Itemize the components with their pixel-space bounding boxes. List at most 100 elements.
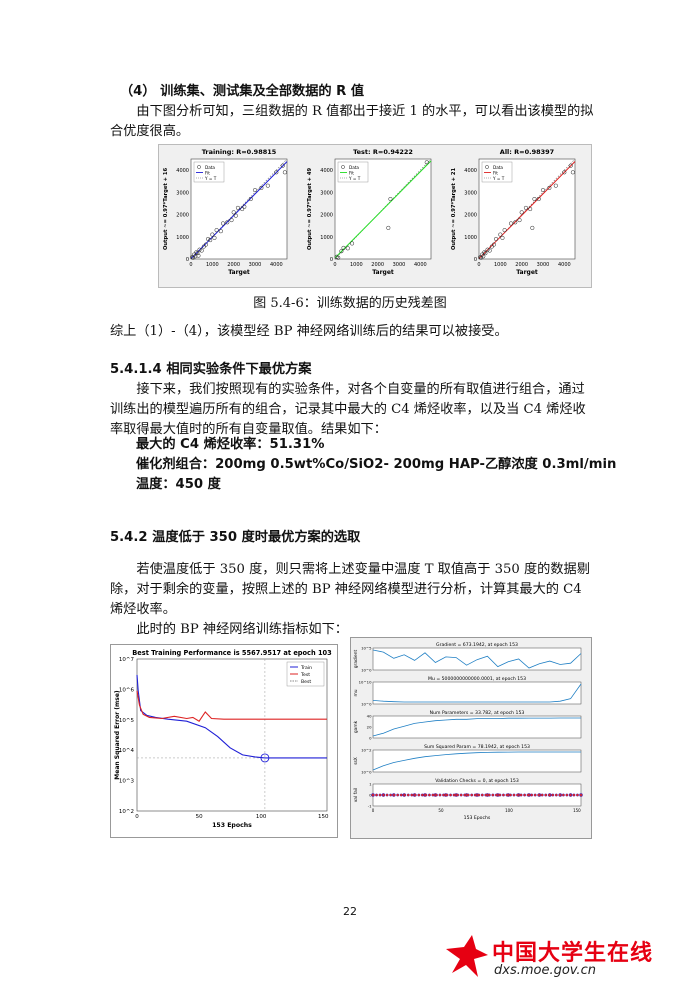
data-point <box>485 247 490 252</box>
data-point <box>424 793 428 797</box>
y-tick-label: 10^5 <box>361 646 372 651</box>
y-tick-label: 10^0 <box>361 770 372 775</box>
regression-panel-3: All: R=0.98397 0 1000 2000 3000 4000 0 1000 2000… <box>451 148 576 276</box>
data-point <box>544 793 548 797</box>
data-point <box>431 793 435 797</box>
data-point <box>203 242 208 247</box>
star-logo-icon <box>446 935 488 977</box>
data-point <box>403 793 407 797</box>
plot-area <box>372 681 582 705</box>
legend-label: Train <box>300 665 312 671</box>
data-point <box>561 793 565 797</box>
data-point <box>512 793 516 797</box>
data-point <box>427 793 431 797</box>
legend-data-marker <box>485 165 489 169</box>
data-point <box>265 183 270 188</box>
data-point <box>526 793 530 797</box>
section-heading-4: （4） 训练集、测试集及全部数据的 R 值 <box>120 84 365 99</box>
regression-plots-svg: Training: R=0.98815 0 1000 2000 3000 4000 0 100… <box>163 148 576 276</box>
plot-area <box>372 715 582 739</box>
data-point <box>536 196 541 202</box>
legend-label: Data <box>205 165 215 170</box>
x-tick-label: 3000 <box>393 262 406 268</box>
data-point <box>482 250 487 255</box>
data-point <box>274 170 279 175</box>
data-point <box>565 793 569 797</box>
y-tick-label: 10^2 <box>119 809 134 815</box>
section542-paragraph: 若使温度低于 350 度，则只需将上述变量中温度 T 取值高于 350 度的数据… <box>110 562 590 617</box>
y-tick-label: 0 <box>369 793 372 798</box>
legend-label: Fit <box>493 170 498 175</box>
data-point <box>509 793 512 797</box>
series-line <box>372 649 582 669</box>
watermark-url: dxs.moe.gov.cn <box>494 963 596 978</box>
legend-data-marker <box>341 165 345 169</box>
data-point <box>528 206 533 212</box>
fit-line <box>190 161 288 259</box>
data-point <box>576 793 579 797</box>
x-tick-label: 150 <box>318 814 329 820</box>
data-point <box>341 245 346 250</box>
state-panel-2: Mu = 5000000000000.0001, at epoch 153mu1… <box>354 676 582 707</box>
y-axis-label: Output ~= 0.97*Target + 49 <box>307 168 313 250</box>
data-point <box>494 793 498 797</box>
legend-label: Y = T <box>348 176 361 181</box>
performance-figure: Best Training Performance is 5567.9517 a… <box>110 644 338 838</box>
data-point <box>345 246 350 251</box>
x-tick-label: 0 <box>333 262 336 268</box>
data-point <box>579 793 583 797</box>
y-axis-label: ssX <box>353 757 359 765</box>
data-point <box>551 793 555 797</box>
data-point <box>516 793 519 797</box>
data-point <box>491 793 495 797</box>
data-point <box>523 205 528 210</box>
data-point <box>210 232 215 237</box>
x-tick-label: 2000 <box>371 262 384 268</box>
data-point <box>456 793 460 797</box>
y-tick-label: -1 <box>368 804 372 809</box>
data-point <box>196 253 201 258</box>
data-point <box>532 196 537 202</box>
panel-title: Training: R=0.98815 <box>202 148 277 156</box>
data-point <box>242 204 247 209</box>
data-point <box>523 793 527 797</box>
data-point <box>282 170 287 175</box>
data-point <box>248 196 253 202</box>
panel-title: All: R=0.98397 <box>500 148 554 156</box>
x-tick-label: 4000 <box>414 262 427 268</box>
y-tick-label: 4000 <box>176 168 189 174</box>
legend-box <box>337 161 369 183</box>
regression-figure: Training: R=0.98815 0 1000 2000 3000 4000 0 100… <box>158 144 592 288</box>
training-state-figure: Gradient = 673.1942, at epoch 153 gradien… <box>350 637 592 839</box>
x-axis-label: Target <box>516 269 538 276</box>
data-point <box>568 163 573 168</box>
y-axis-label: Output ~= 0.97*Target + 16 <box>163 168 169 250</box>
section4-paragraph: 由下图分析可知，三组数据的 R 值都出于接近 1 的水平，可以看出该模型的拟合优… <box>110 104 594 139</box>
data-point <box>505 793 509 797</box>
data-point <box>553 183 558 188</box>
data-point <box>420 793 424 797</box>
y-tick-label: 10^0 <box>361 702 372 707</box>
plot-area <box>372 647 582 671</box>
y-tick-label: 10^4 <box>119 748 135 754</box>
state-panel-1: Gradient = 673.1942, at epoch 153 gradien… <box>353 642 582 673</box>
y-tick-label: 0 <box>186 257 189 263</box>
result-max-yield: 最大的 C4 烯烃收率：51.31% <box>136 437 325 452</box>
data-point <box>452 793 456 797</box>
data-point <box>193 254 198 259</box>
fit-line <box>478 161 576 259</box>
data-point <box>466 793 470 797</box>
legend-data-marker <box>197 165 201 169</box>
data-point <box>336 255 341 260</box>
data-point <box>547 793 551 797</box>
section-heading-5414: 5.4.1.4 相同实验条件下最优方案 <box>110 362 312 377</box>
watermark-logo: 中国大学生在线 dxs.moe.gov.cn <box>434 935 684 981</box>
data-point <box>252 188 258 193</box>
x-tick-label: 50 <box>196 814 203 820</box>
panel-title: Validation Checks = 0, at epoch 153 <box>435 778 519 784</box>
x-tick-label: 2000 <box>227 262 240 268</box>
x-tick-label: 4000 <box>558 262 571 268</box>
data-point <box>350 241 355 246</box>
y-tick-label: 3000 <box>176 190 189 196</box>
